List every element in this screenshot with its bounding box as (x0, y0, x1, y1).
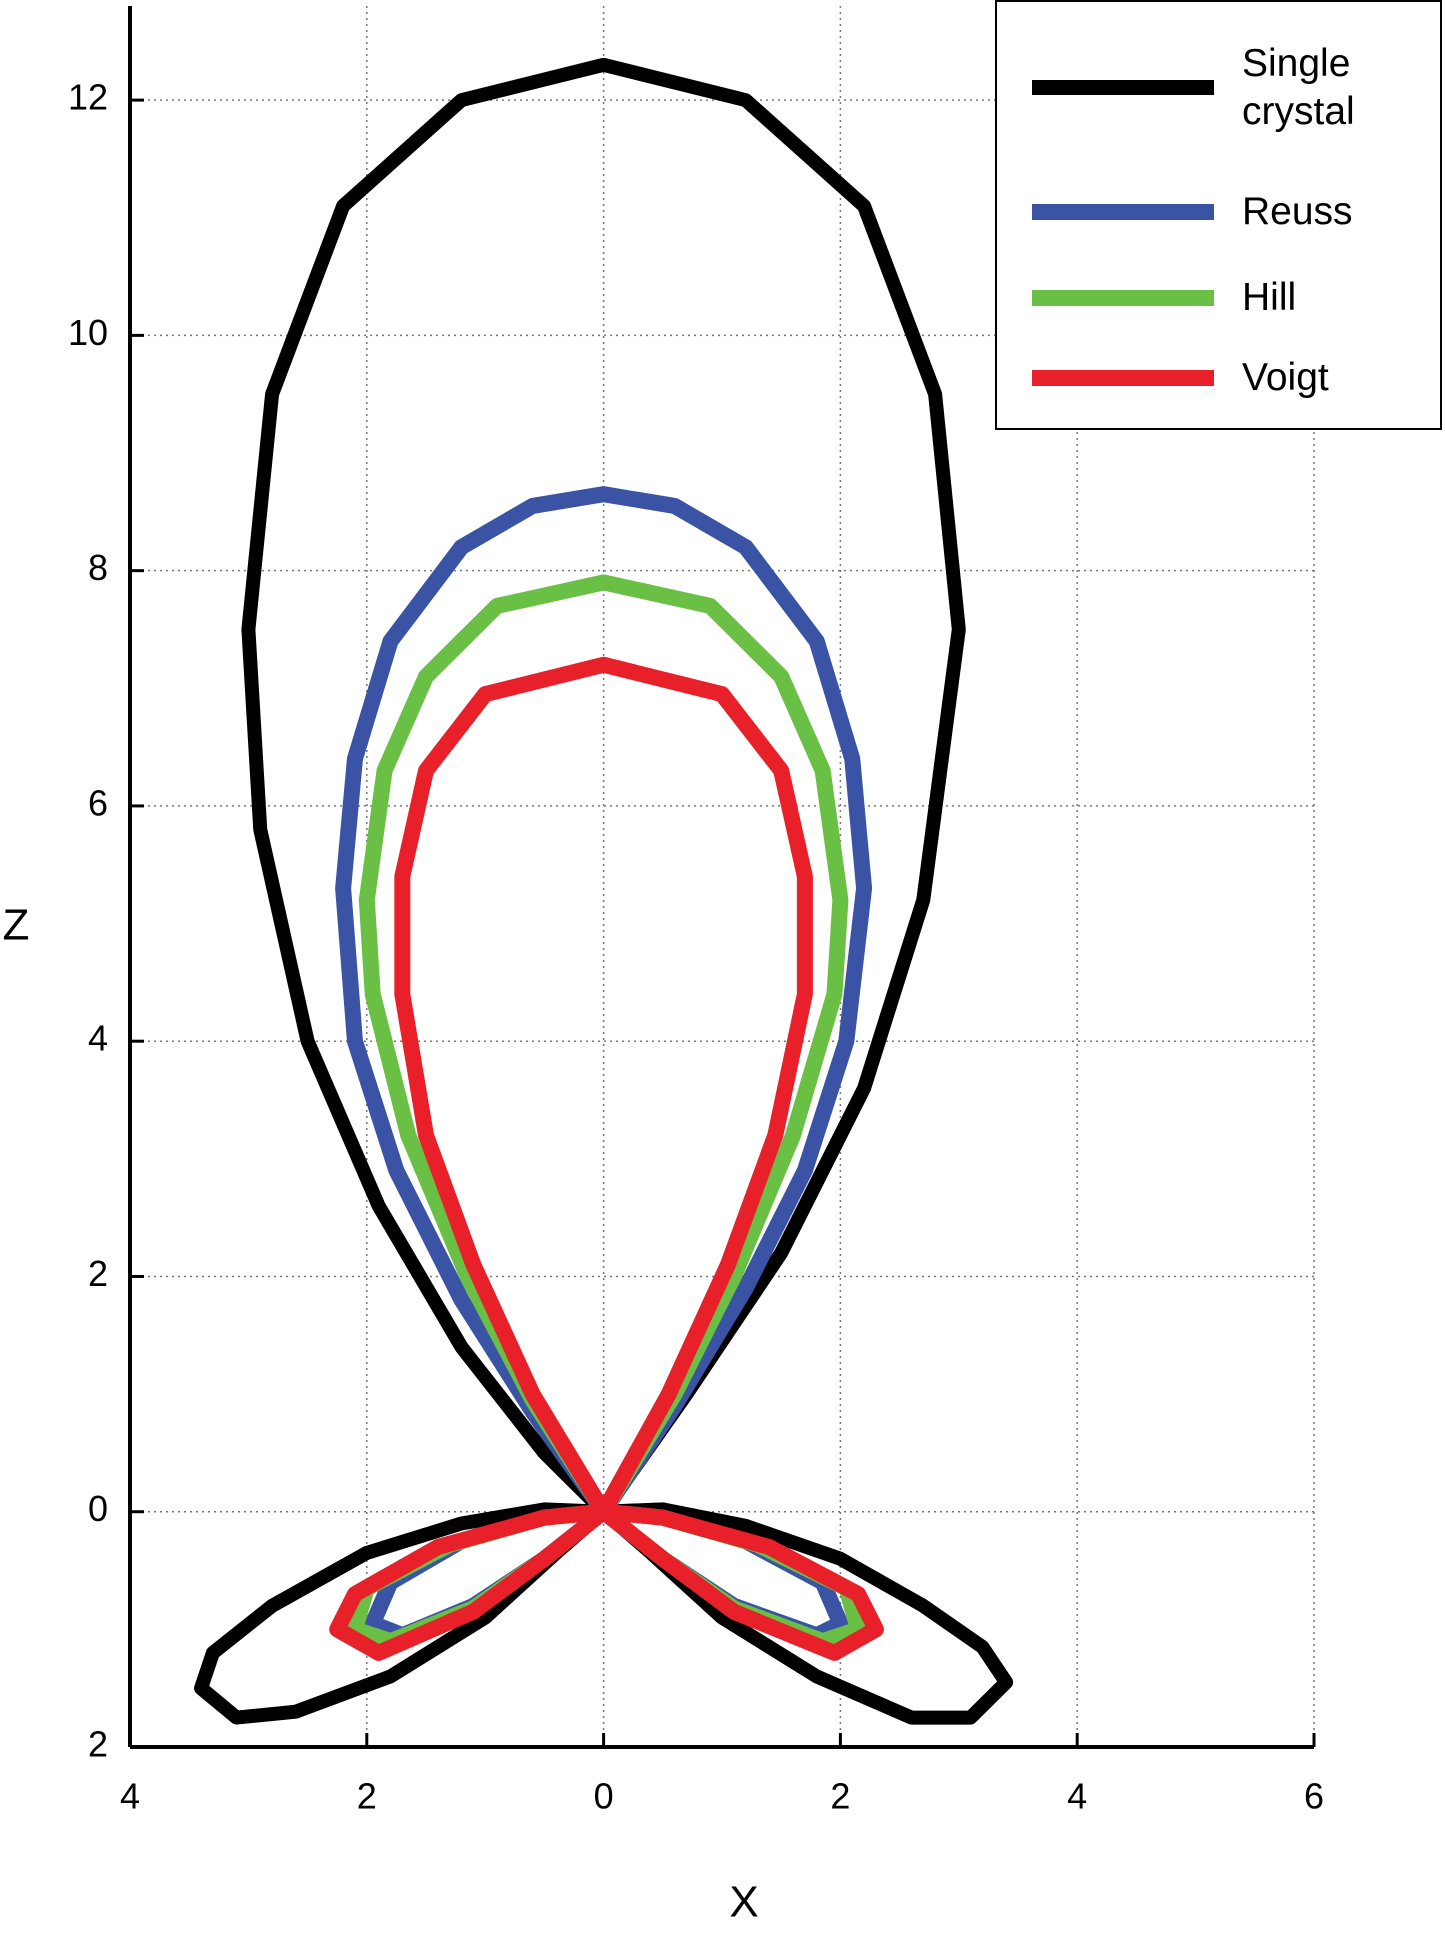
legend-label: Reuss (1242, 190, 1353, 233)
legend-swatch (1032, 290, 1214, 306)
y-tick-label: 8 (88, 547, 108, 588)
x-tick-label: 6 (1304, 1776, 1324, 1817)
y-tick-label: 12 (68, 77, 108, 118)
series-line (329, 656, 884, 1661)
legend-label: Hill (1242, 276, 1297, 319)
legend-label: Single crystal (1242, 42, 1355, 133)
legend-label: Voigt (1242, 356, 1329, 399)
y-tick-label: 6 (88, 782, 108, 823)
y-tick-label: 10 (68, 312, 108, 353)
legend: Single crystal Reuss Hill Voigt (995, 0, 1442, 430)
x-tick-label: 4 (120, 1776, 140, 1817)
y-tick-label: 2 (88, 1253, 108, 1294)
legend-swatch (1032, 204, 1214, 220)
y-tick-label: 2 (88, 1724, 108, 1765)
legend-swatch (1032, 80, 1214, 95)
series-line (194, 57, 1014, 1725)
y-tick-label: 4 (88, 1018, 108, 1059)
x-tick-label: 2 (830, 1776, 850, 1817)
x-axis-label: X (729, 1878, 758, 1927)
x-tick-label: 0 (594, 1776, 614, 1817)
legend-swatch (1032, 370, 1214, 386)
x-tick-label: 2 (357, 1776, 377, 1817)
y-axis-label: Z (3, 901, 30, 950)
x-tick-label: 4 (1067, 1776, 1087, 1817)
y-tick-label: 0 (88, 1488, 108, 1529)
